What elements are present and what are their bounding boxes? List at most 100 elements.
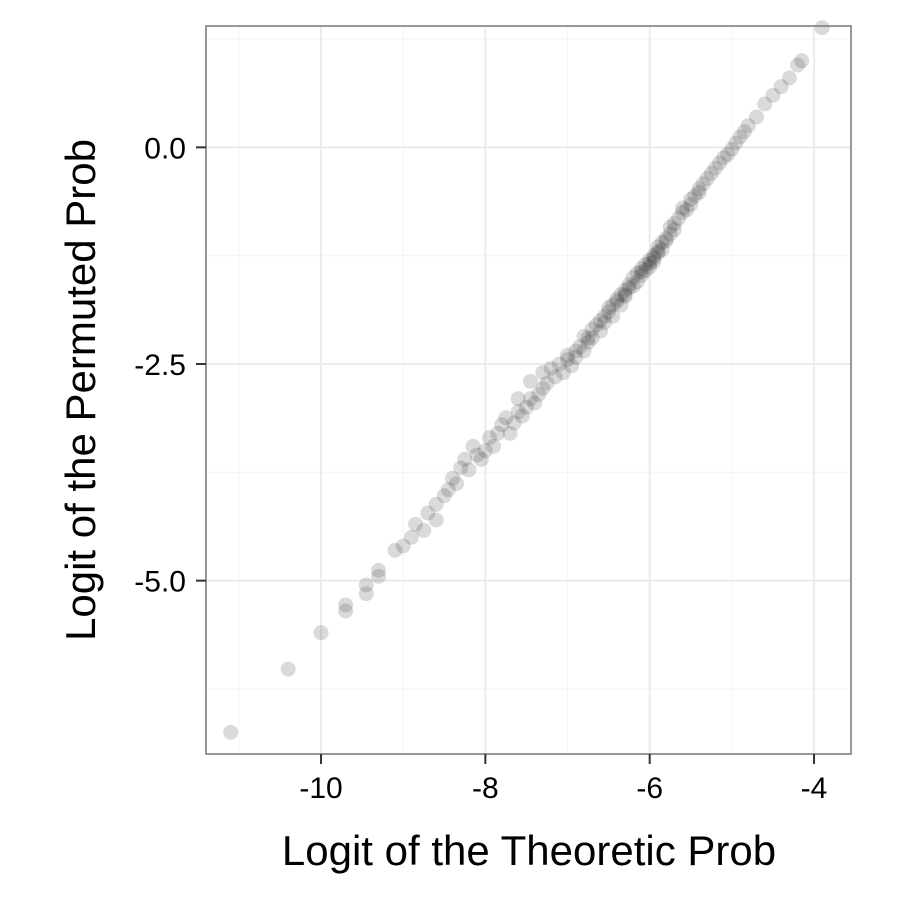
data-point xyxy=(666,216,682,232)
data-point xyxy=(621,280,637,296)
data-point xyxy=(547,369,563,385)
x-tick-label: -4 xyxy=(801,772,828,805)
data-point xyxy=(338,603,354,619)
data-point xyxy=(444,470,460,486)
data-point xyxy=(724,141,740,157)
data-point xyxy=(633,268,649,284)
data-point xyxy=(465,438,481,454)
data-point xyxy=(691,184,707,200)
data-point xyxy=(605,297,621,313)
data-point xyxy=(613,287,629,303)
data-point xyxy=(457,451,473,467)
plot-panel-border xyxy=(205,25,852,755)
data-point xyxy=(387,542,403,558)
data-point xyxy=(514,408,530,424)
data-point xyxy=(646,254,662,270)
data-point xyxy=(601,304,617,320)
data-point xyxy=(535,365,551,381)
data-point xyxy=(773,79,789,95)
x-axis-ticks: -10 -8 -6 -4 xyxy=(299,754,827,805)
data-point xyxy=(712,155,728,171)
y-axis-title: Logit of the Permuted Prob xyxy=(57,139,104,641)
data-point xyxy=(502,425,518,441)
data-point xyxy=(490,425,506,441)
data-point xyxy=(510,391,526,407)
y-tick-label: 0.0 xyxy=(144,132,186,165)
data-point xyxy=(679,202,695,218)
data-point xyxy=(781,70,797,86)
data-point xyxy=(531,386,547,402)
y-axis-ticks: -5.0 -2.5 0.0 xyxy=(134,132,206,599)
data-point xyxy=(695,176,711,192)
data-point xyxy=(539,375,555,391)
data-point xyxy=(617,288,633,304)
data-point xyxy=(428,512,444,528)
data-point xyxy=(416,522,432,538)
data-point xyxy=(523,391,539,407)
data-point xyxy=(633,264,649,280)
data-point xyxy=(543,360,559,376)
data-point xyxy=(527,395,543,411)
data-point xyxy=(597,314,613,330)
data-point xyxy=(481,430,497,446)
data-point xyxy=(568,349,584,365)
data-point xyxy=(642,252,658,268)
data-point xyxy=(732,129,748,145)
data-point xyxy=(597,308,613,324)
data-point xyxy=(605,308,621,324)
data-point xyxy=(740,118,756,134)
y-tick-label: -5.0 xyxy=(134,566,186,599)
data-point xyxy=(592,323,608,339)
data-point xyxy=(440,482,456,498)
data-point xyxy=(638,256,654,272)
data-point xyxy=(588,317,604,333)
data-point xyxy=(280,661,296,677)
data-point xyxy=(687,188,703,204)
data-points xyxy=(223,20,830,740)
data-point xyxy=(613,297,629,313)
data-point xyxy=(646,248,662,264)
data-point xyxy=(523,373,539,389)
data-point xyxy=(601,300,617,316)
data-point xyxy=(564,358,580,374)
data-point xyxy=(736,124,752,140)
data-point xyxy=(486,438,502,454)
data-point xyxy=(371,562,387,578)
data-point xyxy=(580,330,596,346)
data-point xyxy=(498,410,514,426)
data-point xyxy=(699,171,715,187)
data-point xyxy=(617,287,633,303)
y-tick-label: -2.5 xyxy=(134,349,186,382)
data-point xyxy=(629,265,645,281)
data-point xyxy=(580,334,596,350)
data-point xyxy=(428,496,444,512)
data-point xyxy=(560,352,576,368)
data-point xyxy=(420,505,436,521)
data-point xyxy=(551,356,567,372)
data-point xyxy=(691,181,707,197)
data-point xyxy=(568,343,584,359)
data-point xyxy=(338,597,354,613)
data-point xyxy=(675,204,691,220)
data-point xyxy=(358,577,374,593)
data-point xyxy=(728,135,744,151)
data-point xyxy=(646,250,662,266)
data-point xyxy=(473,451,489,467)
x-tick-label: -10 xyxy=(299,772,342,805)
data-point xyxy=(703,165,719,181)
data-point xyxy=(576,343,592,359)
data-point xyxy=(535,380,551,396)
data-point xyxy=(555,365,571,381)
data-point xyxy=(642,255,658,271)
data-point xyxy=(609,294,625,310)
data-point xyxy=(633,261,649,277)
data-point xyxy=(683,197,699,213)
data-point xyxy=(757,96,773,112)
data-point xyxy=(621,276,637,292)
data-point xyxy=(592,313,608,329)
data-point xyxy=(642,259,658,275)
grid-major xyxy=(206,26,851,754)
data-point xyxy=(683,191,699,207)
data-point xyxy=(720,146,736,162)
data-point xyxy=(617,282,633,298)
